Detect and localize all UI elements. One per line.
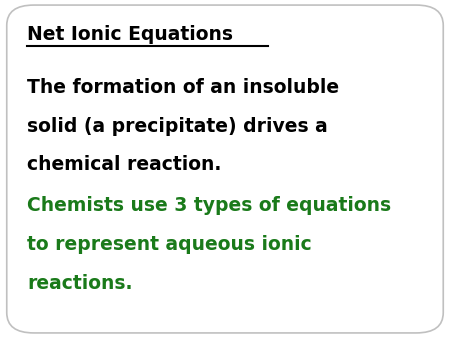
FancyBboxPatch shape	[7, 5, 443, 333]
Text: chemical reaction.: chemical reaction.	[27, 155, 221, 174]
Text: to represent aqueous ionic: to represent aqueous ionic	[27, 235, 312, 254]
Text: Chemists use 3 types of equations: Chemists use 3 types of equations	[27, 196, 391, 215]
Text: Net Ionic Equations: Net Ionic Equations	[27, 25, 233, 44]
Text: The formation of an insoluble: The formation of an insoluble	[27, 78, 339, 97]
Text: solid (a precipitate) drives a: solid (a precipitate) drives a	[27, 117, 328, 136]
Text: reactions.: reactions.	[27, 274, 132, 293]
